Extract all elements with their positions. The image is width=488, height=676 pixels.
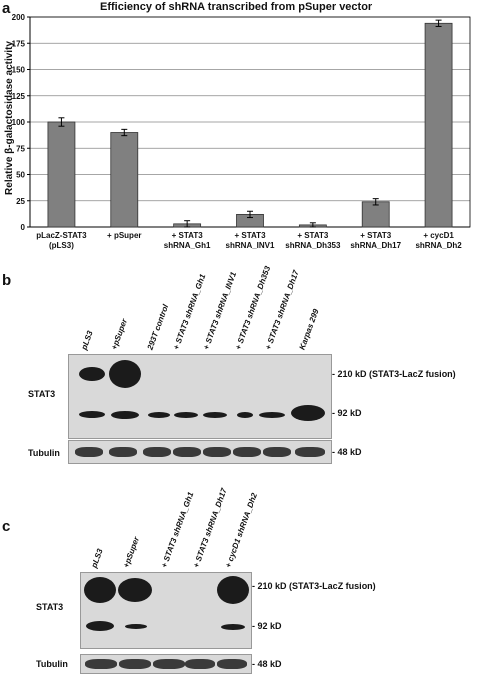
category-label: shRNA_Dh2	[415, 241, 462, 250]
panel-b-tubulin-blot	[68, 440, 332, 464]
tubulin-band	[233, 447, 261, 457]
tubulin-band	[263, 447, 291, 457]
band-c-psuper-210	[118, 578, 152, 602]
panel-c-letter: c	[2, 518, 11, 535]
band-karpas-92	[291, 405, 325, 421]
bar-chart: Relative β-galactosidase activity 0 25 50 7…	[4, 13, 471, 250]
y-tick-label: 125	[12, 92, 26, 101]
panel-c-lane-label: + STAT3 shRNA_Gh1	[159, 490, 196, 569]
band-psuper-92	[111, 411, 139, 419]
category-label: + pSuper	[107, 231, 141, 240]
category-label: shRNA_Gh1	[164, 241, 211, 250]
panel-b-lane-label: + STAT3 shRNA_INV1	[201, 270, 239, 351]
band-c-pls3-210	[84, 577, 116, 603]
category-label: + cycD1	[423, 231, 454, 240]
panel-c-lane-label: pLS3	[89, 547, 105, 569]
tubulin-band	[173, 447, 201, 457]
y-tick-label: 0	[21, 223, 26, 232]
band-psuper-210	[109, 360, 141, 388]
band-c-dh2-92	[221, 624, 245, 630]
panel-b-tubulin-label: Tubulin	[28, 448, 60, 458]
tubulin-band	[109, 447, 137, 457]
band-c-psuper-92	[125, 624, 147, 629]
bar	[424, 22, 453, 228]
panel-b-stat3-blot	[68, 354, 332, 439]
band-dh353-92	[237, 412, 253, 418]
category-label: (pLS3)	[49, 241, 74, 250]
tubulin-band	[85, 659, 117, 669]
y-tick-label: 100	[12, 118, 26, 127]
band-pls3-210	[79, 367, 105, 381]
category-label: + STAT3	[234, 231, 266, 240]
bar	[47, 121, 76, 228]
band-c-pls3-92	[86, 621, 114, 631]
y-tick-label: 175	[12, 39, 26, 48]
panel-b-lane-label: 293T control	[145, 303, 171, 351]
panel-c-size-92: - 92 kD	[252, 621, 282, 631]
band-293t-92	[148, 412, 170, 418]
band-gh1-92	[174, 412, 198, 418]
band-c-dh2-210	[217, 576, 249, 604]
chart-title: Efficiency of shRNA transcribed from pSu…	[100, 1, 373, 13]
category-label: pLacZ-STAT3	[36, 231, 87, 240]
panel-b-lane-label: pLS3	[79, 329, 95, 351]
y-axis-label: Relative β-galactosidase activity	[4, 41, 15, 195]
panel-c-tubulin-label: Tubulin	[36, 659, 68, 669]
panel-c-tubulin-blot	[80, 654, 252, 674]
category-label: + STAT3	[297, 231, 329, 240]
y-tick-label: 50	[16, 171, 25, 180]
category-label: shRNA_INV1	[226, 241, 275, 250]
panel-b-lane-label: Karpas 299	[297, 307, 321, 351]
y-tick-label: 200	[12, 13, 26, 22]
panel-b-lane-label: + STAT3 shRNA_Dh17	[263, 269, 301, 351]
tubulin-band	[119, 659, 151, 669]
bar	[110, 132, 139, 228]
panel-c-lane-label: +pSuper	[121, 535, 142, 569]
panel-b-lane-label: + STAT3 shRNA_Gh1	[171, 272, 208, 351]
panel-c-lane-label: + cycD1 shRNA_Dh2	[223, 491, 259, 569]
panel-c-stat3-label: STAT3	[36, 602, 64, 612]
category-label: + STAT3	[172, 231, 204, 240]
panel-c-lane-label: + STAT3 shRNA_Dh17	[191, 487, 229, 569]
panel-b-size-210: - 210 kD (STAT3-LacZ fusion)	[332, 369, 456, 379]
panel-b-lane-label: +pSuper	[109, 317, 130, 351]
tubulin-band	[75, 447, 103, 457]
tubulin-band	[143, 447, 171, 457]
panel-c-stat3-blot	[80, 572, 252, 649]
band-inv1-92	[203, 412, 227, 418]
panel-c-size-210: - 210 kD (STAT3-LacZ fusion)	[252, 581, 376, 591]
category-label: + STAT3	[360, 231, 392, 240]
category-label: shRNA_Dh353	[285, 241, 341, 250]
band-pls3-92	[79, 411, 105, 418]
tubulin-band	[295, 447, 325, 457]
y-tick-label: 75	[16, 144, 25, 153]
y-tick-label: 25	[16, 197, 25, 206]
panel-b-stat3-label: STAT3	[28, 389, 56, 399]
category-label: shRNA_Dh17	[350, 241, 401, 250]
bar	[361, 201, 390, 228]
band-dh17-92	[259, 412, 285, 418]
tubulin-band	[217, 659, 247, 669]
y-tick-label: 150	[12, 66, 26, 75]
panel-b-size-92: - 92 kD	[332, 408, 362, 418]
panel-a-letter: a	[2, 0, 11, 17]
tubulin-band	[153, 659, 185, 669]
tubulin-band	[185, 659, 215, 669]
panel-b-letter: b	[2, 272, 12, 289]
panel-b-size-48: - 48 kD	[332, 447, 362, 457]
panel-c-size-48: - 48 kD	[252, 659, 282, 669]
tubulin-band	[203, 447, 231, 457]
